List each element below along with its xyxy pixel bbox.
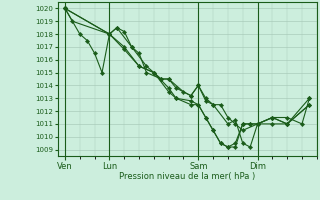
X-axis label: Pression niveau de la mer( hPa ): Pression niveau de la mer( hPa )	[119, 172, 255, 181]
